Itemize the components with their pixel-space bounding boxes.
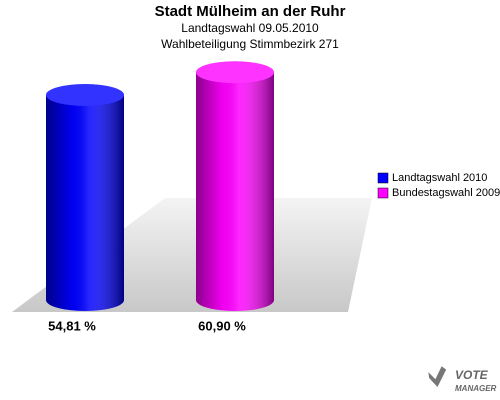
legend-swatch [377,187,389,199]
logo-icon [428,366,447,387]
bar-top-highlight [46,84,124,107]
chart-subtitle: Wahlbeteiligung Stimmbezirk 271 [161,37,339,51]
bar-shading [46,95,124,312]
chart-title: Stadt Mülheim an der Ruhr [155,3,346,20]
watermark: MANAGER [455,384,497,393]
legend-label: Bundestagswahl 2009 [392,187,500,199]
bar-shading [196,72,274,311]
bar-top-highlight [196,61,274,84]
legend-swatch [377,172,389,184]
value-label: 60,90 % [198,318,246,333]
bar-top [196,61,274,84]
value-label: 54,81 % [48,318,96,333]
watermark: VOTE [455,368,489,382]
chart-subtitle: Landtagswahl 09.05.2010 [181,21,319,35]
legend-label: Landtagswahl 2010 [392,172,487,184]
bar-top [46,84,124,107]
